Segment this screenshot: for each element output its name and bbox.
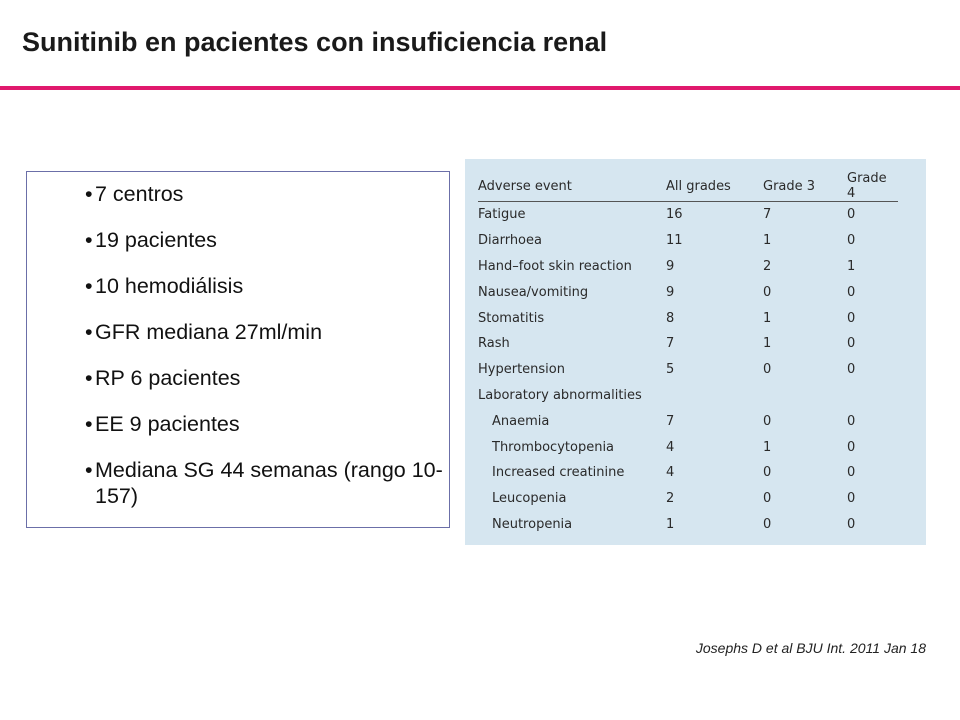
event-cell: Hand–foot skin reaction bbox=[478, 258, 632, 274]
grade-4-cell: 0 bbox=[847, 310, 856, 326]
grade-3-cell: 1 bbox=[763, 233, 772, 249]
table-row: Hypertension 5 0 0 bbox=[478, 357, 898, 383]
table-header-row: Adverse event All grades Grade 3 Grade 4 bbox=[478, 171, 898, 202]
event-cell: Nausea/vomiting bbox=[478, 284, 589, 300]
grade-4-cell: 0 bbox=[847, 516, 856, 532]
table-row: Leucopenia 2 0 0 bbox=[478, 486, 898, 512]
event-cell: Fatigue bbox=[478, 207, 526, 223]
grade-3-cell: 0 bbox=[763, 362, 772, 378]
bullet-item: GFR mediana 27ml/min bbox=[85, 319, 445, 345]
all-grades-cell: 9 bbox=[666, 284, 675, 300]
all-grades-cell: 7 bbox=[666, 413, 675, 429]
grade-3-cell: 1 bbox=[763, 439, 772, 455]
table-row: Fatigue 16 7 0 bbox=[478, 202, 898, 228]
event-cell: Neutropenia bbox=[492, 516, 573, 532]
grade-4-cell: 0 bbox=[847, 491, 856, 507]
table-row: Thrombocytopenia 4 1 0 bbox=[478, 434, 898, 460]
grade-3-cell: 7 bbox=[763, 207, 772, 223]
grade-3-cell: 0 bbox=[763, 491, 772, 507]
title-divider bbox=[0, 86, 960, 90]
event-cell: Stomatitis bbox=[478, 310, 545, 326]
event-cell: Diarrhoea bbox=[478, 233, 542, 249]
grade-4-cell: 0 bbox=[847, 284, 856, 300]
column-header-all-grades: All grades bbox=[666, 171, 763, 202]
table-section-row: Laboratory abnormalities bbox=[478, 383, 898, 409]
all-grades-cell: 8 bbox=[666, 310, 675, 326]
table-row: Nausea/vomiting 9 0 0 bbox=[478, 279, 898, 305]
table-row: Rash 7 1 0 bbox=[478, 331, 898, 357]
slide-title: Sunitinib en pacientes con insuficiencia… bbox=[22, 27, 608, 57]
all-grades-cell: 7 bbox=[666, 336, 675, 352]
grade-4-cell: 0 bbox=[847, 336, 856, 352]
all-grades-cell: 2 bbox=[666, 491, 675, 507]
column-header-grade-3: Grade 3 bbox=[763, 171, 847, 202]
grade-3-cell: 0 bbox=[763, 284, 772, 300]
all-grades-cell: 16 bbox=[666, 207, 683, 223]
grade-4-cell: 0 bbox=[847, 207, 856, 223]
grade-3-cell: 1 bbox=[763, 310, 772, 326]
all-grades-cell: 11 bbox=[666, 233, 683, 249]
grade-4-cell: 0 bbox=[847, 439, 856, 455]
event-cell: Increased creatinine bbox=[492, 465, 625, 481]
bullet-item: 19 pacientes bbox=[85, 227, 445, 253]
event-cell: Leucopenia bbox=[492, 491, 567, 507]
column-header-grade-4: Grade 4 bbox=[847, 171, 898, 202]
summary-box: 7 centros 19 pacientes 10 hemodiálisis G… bbox=[26, 171, 450, 528]
summary-bullet-list: 7 centros 19 pacientes 10 hemodiálisis G… bbox=[85, 181, 445, 529]
citation: Josephs D et al BJU Int. 2011 Jan 18 bbox=[695, 640, 926, 656]
grade-3-cell: 0 bbox=[763, 516, 772, 532]
grade-3-cell: 0 bbox=[763, 413, 772, 429]
table-row: Stomatitis 8 1 0 bbox=[478, 305, 898, 331]
all-grades-cell: 4 bbox=[666, 465, 675, 481]
bullet-item: RP 6 pacientes bbox=[85, 365, 445, 391]
column-header-event: Adverse event bbox=[478, 171, 666, 202]
bullet-item: 10 hemodiálisis bbox=[85, 273, 445, 299]
table-row: Anaemia 7 0 0 bbox=[478, 408, 898, 434]
table-row: Diarrhoea 11 1 0 bbox=[478, 228, 898, 254]
lab-section-label: Laboratory abnormalities bbox=[478, 387, 642, 403]
table-row: Neutropenia 1 0 0 bbox=[478, 512, 898, 538]
grade-3-cell: 2 bbox=[763, 258, 772, 274]
event-cell: Anaemia bbox=[492, 413, 550, 429]
grade-4-cell: 0 bbox=[847, 233, 856, 249]
table-row: Hand–foot skin reaction 9 2 1 bbox=[478, 254, 898, 280]
grade-4-cell: 0 bbox=[847, 465, 856, 481]
event-cell: Thrombocytopenia bbox=[492, 439, 615, 455]
event-cell: Rash bbox=[478, 336, 510, 352]
all-grades-cell: 9 bbox=[666, 258, 675, 274]
bullet-item: Mediana SG 44 semanas (rango 10-157) bbox=[85, 457, 445, 509]
bullet-item: EE 9 pacientes bbox=[85, 411, 445, 437]
grade-4-cell: 0 bbox=[847, 413, 856, 429]
adverse-events-table-panel: Adverse event All grades Grade 3 Grade 4… bbox=[465, 159, 926, 545]
grade-4-cell: 1 bbox=[847, 258, 856, 274]
all-grades-cell: 4 bbox=[666, 439, 675, 455]
all-grades-cell: 1 bbox=[666, 516, 675, 532]
grade-4-cell: 0 bbox=[847, 362, 856, 378]
all-grades-cell: 5 bbox=[666, 362, 675, 378]
adverse-events-table: Adverse event All grades Grade 3 Grade 4… bbox=[478, 171, 898, 537]
event-cell: Hypertension bbox=[478, 362, 565, 378]
bullet-item: 7 centros bbox=[85, 181, 445, 207]
grade-3-cell: 1 bbox=[763, 336, 772, 352]
table-row: Increased creatinine 4 0 0 bbox=[478, 460, 898, 486]
grade-3-cell: 0 bbox=[763, 465, 772, 481]
